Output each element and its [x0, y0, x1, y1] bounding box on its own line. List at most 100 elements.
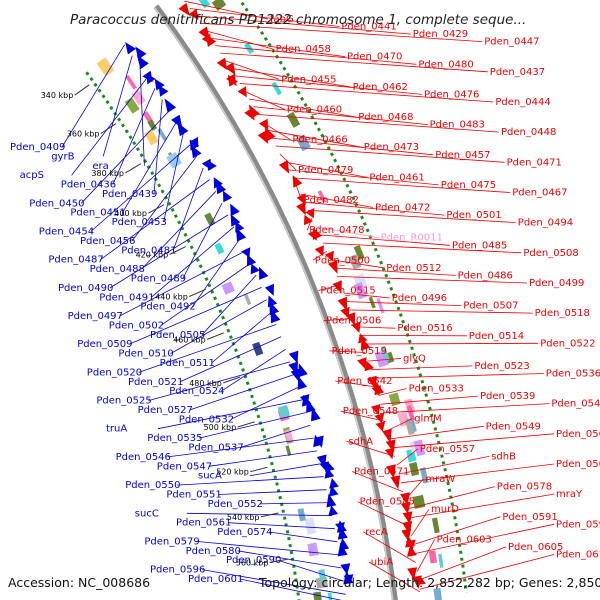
right-gene-label[interactable]: Pden_0460 — [287, 105, 342, 116]
left-gene-label[interactable]: Pden_0505 — [150, 330, 205, 341]
right-gene-label[interactable]: Pden_0476 — [424, 89, 479, 100]
right-gene-label[interactable]: Pden_0515 — [320, 286, 375, 297]
left-gene-label[interactable]: era — [92, 161, 108, 172]
left-gene-label[interactable]: Pden_0580 — [186, 546, 241, 557]
left-gene-label[interactable]: Pden_0551 — [166, 490, 221, 501]
right-gene-label[interactable]: Pden_0444 — [495, 97, 550, 108]
right-gene-label[interactable]: Pden_0542 — [337, 376, 392, 387]
left-gene-label[interactable]: Pden_0535 — [147, 433, 202, 444]
right-gene-label[interactable]: Pden_0516 — [397, 323, 452, 334]
left-gene-label[interactable]: Pden_0487 — [48, 255, 103, 266]
left-gene-label[interactable]: sucC — [135, 508, 159, 519]
left-gene-label[interactable]: Pden_0532 — [179, 414, 234, 425]
right-gene-label[interactable]: Pden_0494 — [518, 218, 573, 229]
left-gene-label[interactable]: Pden_0489 — [131, 274, 186, 285]
right-gene-label[interactable]: Pden_0429 — [413, 29, 468, 40]
left-gene-label[interactable]: Pden_0456 — [80, 236, 135, 247]
left-gene-label[interactable]: Pden_0451 — [70, 208, 125, 219]
right-gene-label[interactable]: Pden_0514 — [469, 331, 524, 342]
right-gene-label[interactable]: Pden_0605 — [508, 542, 563, 553]
right-gene-label[interactable]: Pden_0519 — [332, 346, 387, 357]
left-gene-label[interactable]: Pden_0454 — [39, 227, 94, 238]
right-gene-label[interactable]: Pden_0560 — [556, 429, 600, 440]
right-gene-label[interactable]: Pden_0512 — [386, 263, 441, 274]
right-gene-label[interactable]: Pden_0506 — [326, 316, 381, 327]
right-gene-label[interactable]: Pden_0480 — [418, 59, 473, 70]
right-gene-label[interactable]: Pden_0462 — [353, 82, 408, 93]
right-gene-label[interactable]: Pden_0536 — [546, 369, 600, 380]
left-gene-label[interactable]: Pden_0547 — [157, 461, 212, 472]
right-gene-label[interactable]: Pden_0496 — [392, 293, 447, 304]
right-gene-label[interactable]: fabG — [270, 14, 294, 25]
right-gene-label[interactable]: Pden_0468 — [358, 112, 413, 123]
left-gene-label[interactable]: truA — [106, 424, 127, 435]
left-gene-label[interactable]: Pden_0579 — [144, 536, 199, 547]
left-gene-label[interactable]: Pden_0601 — [188, 574, 243, 585]
right-gene-label[interactable]: Pden_0578 — [497, 482, 552, 493]
right-gene-label[interactable]: Pden_0603 — [437, 534, 492, 545]
right-gene-label[interactable]: sdhA — [348, 436, 373, 447]
right-gene-label[interactable]: Pden_0522 — [540, 338, 595, 349]
left-gene-label[interactable]: Pden_0453 — [112, 217, 167, 228]
left-gene-label[interactable]: Pden_0502 — [109, 320, 164, 331]
right-gene-label[interactable]: Pden_0585 — [360, 497, 415, 508]
right-gene-label[interactable]: Pden_0441 — [341, 22, 396, 33]
left-gene-label[interactable]: Pden_0590 — [226, 555, 281, 566]
left-gene-label[interactable]: Pden_0546 — [116, 452, 171, 463]
right-gene-label[interactable]: Pden_0473 — [364, 142, 419, 153]
left-gene-label[interactable]: Pden_0409 — [10, 142, 65, 153]
left-gene-label[interactable]: Pden_0436 — [61, 180, 116, 191]
right-gene-label[interactable]: Pden_0533 — [409, 384, 464, 395]
right-gene-label[interactable]: Pden_0482 — [304, 195, 359, 206]
right-gene-label[interactable]: Pden_0479 — [298, 165, 353, 176]
right-gene-label[interactable]: mraW — [425, 474, 455, 485]
right-gene-label[interactable]: Pden_0447 — [484, 37, 539, 48]
right-gene-label[interactable]: Pden_0594 — [556, 519, 600, 530]
left-gene-label[interactable]: Pden_0497 — [68, 311, 123, 322]
right-gene-label[interactable]: Pden_0472 — [375, 203, 430, 214]
right-gene-label[interactable]: Pden_0475 — [441, 180, 496, 191]
left-gene-label[interactable]: Pden_0509 — [77, 339, 132, 350]
left-gene-label[interactable]: Pden_0524 — [169, 386, 224, 397]
right-gene-label[interactable]: Pden_0508 — [523, 248, 578, 259]
left-gene-label[interactable]: Pden_0525 — [96, 396, 151, 407]
left-gene-label[interactable]: Pden_0527 — [138, 405, 193, 416]
right-gene-label[interactable]: mraY — [556, 489, 583, 500]
right-gene-label[interactable]: Pden_0470 — [347, 52, 402, 63]
left-gene-label[interactable]: Pden_0481 — [121, 245, 176, 256]
right-gene-label[interactable]: Pden_0539 — [480, 391, 535, 402]
right-gene-label[interactable]: Pden_0461 — [369, 172, 424, 183]
right-gene-label[interactable]: Pden_0467 — [512, 188, 567, 199]
right-gene-label[interactable]: Pden_0540 — [551, 399, 600, 410]
right-gene-label[interactable]: glmM — [414, 414, 442, 425]
right-gene-label[interactable]: Pden_0499 — [529, 278, 584, 289]
left-gene-label[interactable]: Pden_0491 — [99, 292, 154, 303]
right-gene-label[interactable]: Pden_0486 — [458, 270, 513, 281]
right-gene-label[interactable]: Pden_0457 — [435, 150, 490, 161]
right-gene-label[interactable]: Pden_0563 — [556, 459, 600, 470]
right-gene-label[interactable]: Pden_0549 — [486, 421, 541, 432]
left-gene-label[interactable]: Pden_0561 — [176, 518, 231, 529]
right-gene-label[interactable]: Pden_0591 — [502, 512, 557, 523]
left-gene-label[interactable]: acpS — [20, 170, 44, 181]
left-gene-label[interactable]: sucA — [198, 471, 222, 482]
right-gene-label[interactable]: Pden_0500 — [315, 255, 370, 266]
left-gene-label[interactable]: Pden_0488 — [90, 264, 145, 275]
left-gene-label[interactable]: Pden_0450 — [29, 198, 84, 209]
right-gene-label[interactable]: Pden_0455 — [281, 74, 336, 85]
left-gene-label[interactable]: Pden_0439 — [102, 189, 157, 200]
right-gene-label[interactable]: Pden_R0011 — [381, 233, 443, 244]
right-gene-label[interactable]: Pden_0466 — [292, 135, 347, 146]
right-gene-label[interactable]: Pden_0507 — [463, 301, 518, 312]
right-gene-label[interactable]: Pden_0448 — [501, 127, 556, 138]
right-gene-label[interactable]: Pden_0557 — [420, 444, 475, 455]
right-gene-label[interactable]: recA — [365, 527, 388, 538]
left-gene-label[interactable]: Pden_0537 — [188, 443, 243, 454]
right-gene-label[interactable]: Pden_0518 — [535, 308, 590, 319]
right-gene-label[interactable]: glyQ — [403, 353, 426, 364]
right-gene-label[interactable]: Pden_0571 — [354, 467, 409, 478]
left-gene-label[interactable]: Pden_0552 — [208, 499, 263, 510]
right-gene-label[interactable]: Pden_0483 — [430, 120, 485, 131]
right-gene-label[interactable]: Pden_0501 — [446, 210, 501, 221]
right-gene-label[interactable]: Pden_0523 — [474, 361, 529, 372]
